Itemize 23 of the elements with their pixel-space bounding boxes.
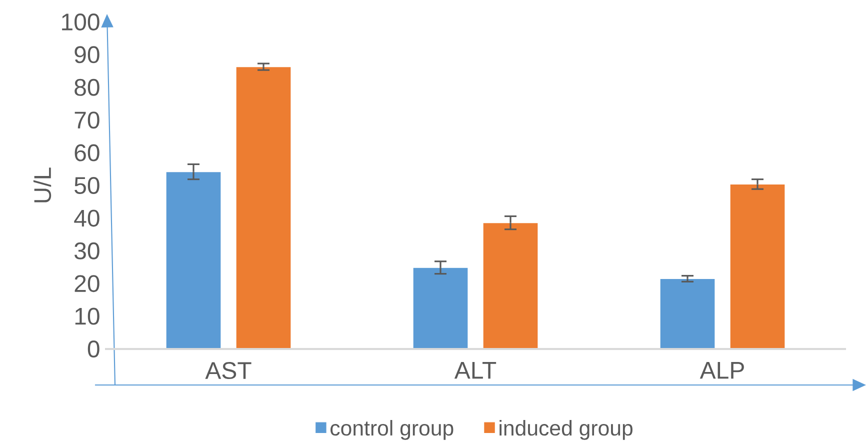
bar [236, 66, 292, 350]
y-tick-label: 90 [74, 46, 100, 64]
y-tick-label: 0 [88, 340, 100, 358]
bar [730, 184, 786, 350]
x-tick-label: ALT [454, 362, 496, 379]
legend-label: control group [330, 420, 454, 440]
y-tick-label: 50 [74, 176, 100, 194]
bar [412, 267, 468, 350]
x-tick-label: AST [205, 362, 252, 380]
bar [482, 222, 538, 350]
y-tick-label: 100 [62, 13, 100, 30]
y-tick-label: 70 [74, 112, 100, 129]
y-axis-title: U/L [33, 168, 52, 202]
legend-label: induced group [500, 420, 632, 440]
bar [166, 171, 222, 350]
y-tick-label: 40 [74, 210, 100, 227]
x-tick-label: ALP [700, 362, 744, 379]
y-tick-label: 30 [74, 242, 100, 260]
y-tick-label: 10 [75, 308, 100, 325]
y-tick-label: 80 [74, 78, 100, 96]
y-tick-label: 60 [74, 144, 100, 162]
y-tick-label: 20 [74, 275, 100, 292]
bar [660, 278, 716, 350]
